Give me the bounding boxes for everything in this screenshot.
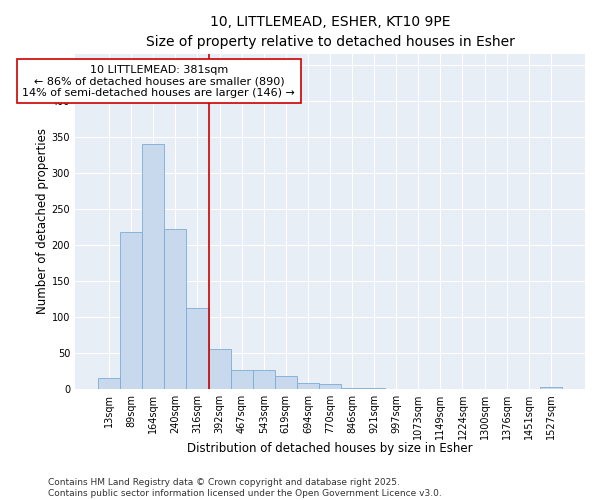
Bar	[230, 370, 253, 388]
Bar	[209, 349, 230, 389]
Bar	[253, 370, 275, 388]
Bar	[297, 383, 319, 388]
Bar	[319, 384, 341, 388]
Y-axis label: Number of detached properties: Number of detached properties	[35, 128, 49, 314]
Bar	[187, 308, 209, 388]
Bar	[120, 232, 142, 388]
Title: 10, LITTLEMEAD, ESHER, KT10 9PE
Size of property relative to detached houses in : 10, LITTLEMEAD, ESHER, KT10 9PE Size of …	[146, 15, 514, 48]
Bar	[275, 376, 297, 388]
Bar	[164, 229, 187, 388]
X-axis label: Distribution of detached houses by size in Esher: Distribution of detached houses by size …	[187, 442, 473, 455]
Text: Contains HM Land Registry data © Crown copyright and database right 2025.
Contai: Contains HM Land Registry data © Crown c…	[48, 478, 442, 498]
Bar	[98, 378, 120, 388]
Bar	[142, 144, 164, 388]
Text: 10 LITTLEMEAD: 381sqm
← 86% of detached houses are smaller (890)
14% of semi-det: 10 LITTLEMEAD: 381sqm ← 86% of detached …	[22, 64, 295, 98]
